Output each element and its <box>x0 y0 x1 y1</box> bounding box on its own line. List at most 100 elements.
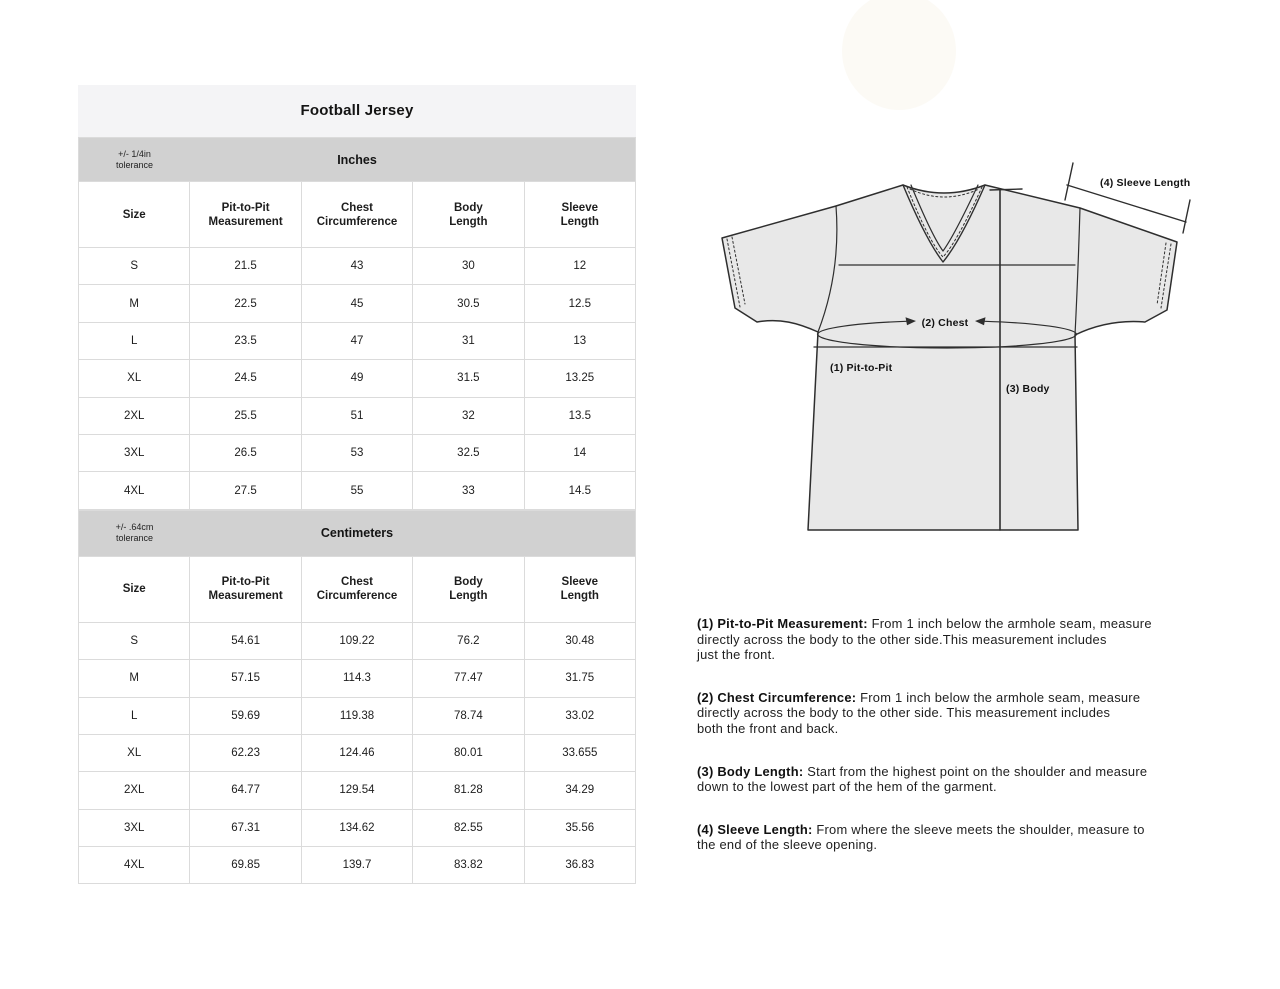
note-sleeve-length: (4) Sleeve Length: From where the sleeve… <box>697 822 1203 853</box>
column-header-row: Size Pit-to-Pit Measurement Chest Circum… <box>77 555 637 623</box>
pit-to-pit-label: (1) Pit-to-Pit <box>830 362 893 374</box>
value-cell: 35.56 <box>523 808 637 848</box>
right-cuff-stitch <box>1156 242 1172 309</box>
value-cell: 77.47 <box>412 659 525 698</box>
value-cell: 31 <box>412 321 525 361</box>
value-cell: 13.5 <box>523 396 637 435</box>
size-cell: 4XL <box>77 471 191 510</box>
collar-stitch <box>906 186 983 258</box>
value-cell: 55 <box>300 471 414 510</box>
value-cell: 26.5 <box>189 433 302 473</box>
column-header-chest: Chest Circumference <box>300 181 414 248</box>
size-cell: 3XL <box>77 808 191 848</box>
value-cell: 21.5 <box>189 246 302 286</box>
value-cell: 81.28 <box>412 771 525 810</box>
value-cell: 25.5 <box>189 396 302 435</box>
size-cell: XL <box>77 733 191 773</box>
table-row: 2XL 64.77 129.54 81.28 34.29 <box>77 771 637 810</box>
note-body: From 1 inch below the armhole seam, meas… <box>697 689 1141 736</box>
note-title: (2) Chest Circumference: <box>697 689 857 705</box>
column-header-sleeve: Sleeve Length <box>523 555 637 623</box>
column-header-chest: Chest Circumference <box>300 555 414 623</box>
value-cell: 139.7 <box>300 846 414 885</box>
armhole-seam-right <box>1074 207 1081 336</box>
value-cell: 22.5 <box>189 284 302 323</box>
value-cell: 83.82 <box>412 846 525 885</box>
unit-band: +/- .64cm tolerance Centimeters <box>78 509 636 557</box>
table-row: XL 24.5 49 31.5 13.25 <box>77 359 637 398</box>
column-header-pit: Pit-to-Pit Measurement <box>189 555 302 623</box>
note-body-length: (3) Body Length: Start from the highest … <box>697 764 1203 795</box>
table-row: M 22.5 45 30.5 12.5 <box>77 284 637 323</box>
value-cell: 33.655 <box>523 733 637 773</box>
table-row: L 59.69 119.38 78.74 33.02 <box>77 696 637 735</box>
value-cell: 109.22 <box>300 621 414 661</box>
unit-label: Centimeters <box>320 526 394 541</box>
body-label: (3) Body <box>1006 383 1050 395</box>
left-cuff-stitch <box>726 236 746 308</box>
tolerance-note: +/- .64cm tolerance <box>115 522 154 544</box>
value-cell: 69.85 <box>189 846 302 885</box>
note-pit-to-pit: (1) Pit-to-Pit Measurement: From 1 inch … <box>697 616 1203 663</box>
body-length-top-tick <box>989 188 1023 191</box>
chest-ellipse-bottom <box>816 333 1078 349</box>
tolerance-note: +/- 1/4in tolerance <box>115 148 154 170</box>
column-header-body: Body Length <box>412 555 525 623</box>
note-title: (3) Body Length: <box>697 763 804 779</box>
size-table-inches: +/- 1/4in tolerance Inches Size Pit-to-Pi… <box>77 137 637 510</box>
value-cell: 54.61 <box>189 621 302 661</box>
value-cell: 31.75 <box>523 659 637 698</box>
size-chart: Football Jersey +/- 1/4in tolerance Inche… <box>77 85 637 885</box>
chest-label: (2) Chest <box>922 317 969 329</box>
jersey-illustration: (2) Chest (1) Pit-to-Pit (3) Body (4) Sl… <box>721 162 1191 531</box>
column-header-sleeve: Sleeve Length <box>523 181 637 248</box>
size-cell: S <box>77 621 191 661</box>
table-row: L 23.5 47 31 13 <box>77 321 637 361</box>
table-row: 4XL 69.85 139.7 83.82 36.83 <box>77 846 637 885</box>
size-cell: M <box>77 284 191 323</box>
value-cell: 33 <box>412 471 525 510</box>
back-neck-stitch <box>909 188 980 198</box>
column-header-size: Size <box>77 555 191 623</box>
value-cell: 53 <box>300 433 414 473</box>
value-cell: 30.5 <box>412 284 525 323</box>
size-cell: 2XL <box>77 771 191 810</box>
value-cell: 49 <box>300 359 414 398</box>
table-row: 3XL 67.31 134.62 82.55 35.56 <box>77 808 637 848</box>
value-cell: 36.83 <box>523 846 637 885</box>
value-cell: 31.5 <box>412 359 525 398</box>
chest-ellipse-top-left <box>816 320 907 335</box>
size-cell: XL <box>77 359 191 398</box>
column-header-size: Size <box>77 181 191 248</box>
collar-outer-v <box>902 184 986 263</box>
value-cell: 59.69 <box>189 696 302 735</box>
jersey-outline <box>721 184 1178 531</box>
value-cell: 62.23 <box>189 733 302 773</box>
value-cell: 30.48 <box>523 621 637 661</box>
table-row: 4XL 27.5 55 33 14.5 <box>77 471 637 510</box>
table-row: 3XL 26.5 53 32.5 14 <box>77 433 637 473</box>
value-cell: 23.5 <box>189 321 302 361</box>
size-cell: M <box>77 659 191 698</box>
column-header-pit: Pit-to-Pit Measurement <box>189 181 302 248</box>
size-cell: 3XL <box>77 433 191 473</box>
size-cell: L <box>77 321 191 361</box>
value-cell: 67.31 <box>189 808 302 848</box>
unit-label: Inches <box>337 152 377 167</box>
sleeve-length-label: (4) Sleeve Length <box>1100 177 1190 189</box>
column-header-row: Size Pit-to-Pit Measurement Chest Circum… <box>77 181 637 248</box>
sleeve-dimension-line <box>1064 162 1191 234</box>
note-title: (4) Sleeve Length: <box>697 821 813 837</box>
value-cell: 34.29 <box>523 771 637 810</box>
size-table-centimeters: +/- .64cm tolerance Centimeters Size Pit-… <box>77 509 637 885</box>
value-cell: 14.5 <box>523 471 637 510</box>
table-row: S 21.5 43 30 12 <box>77 246 637 286</box>
table-row: S 54.61 109.22 76.2 30.48 <box>77 621 637 661</box>
value-cell: 32.5 <box>412 433 525 473</box>
value-cell: 80.01 <box>412 733 525 773</box>
column-header-body: Body Length <box>412 181 525 248</box>
unit-band: +/- 1/4in tolerance Inches <box>78 137 636 182</box>
value-cell: 124.46 <box>300 733 414 773</box>
size-cell: S <box>77 246 191 286</box>
chest-arrow-left <box>905 317 916 326</box>
